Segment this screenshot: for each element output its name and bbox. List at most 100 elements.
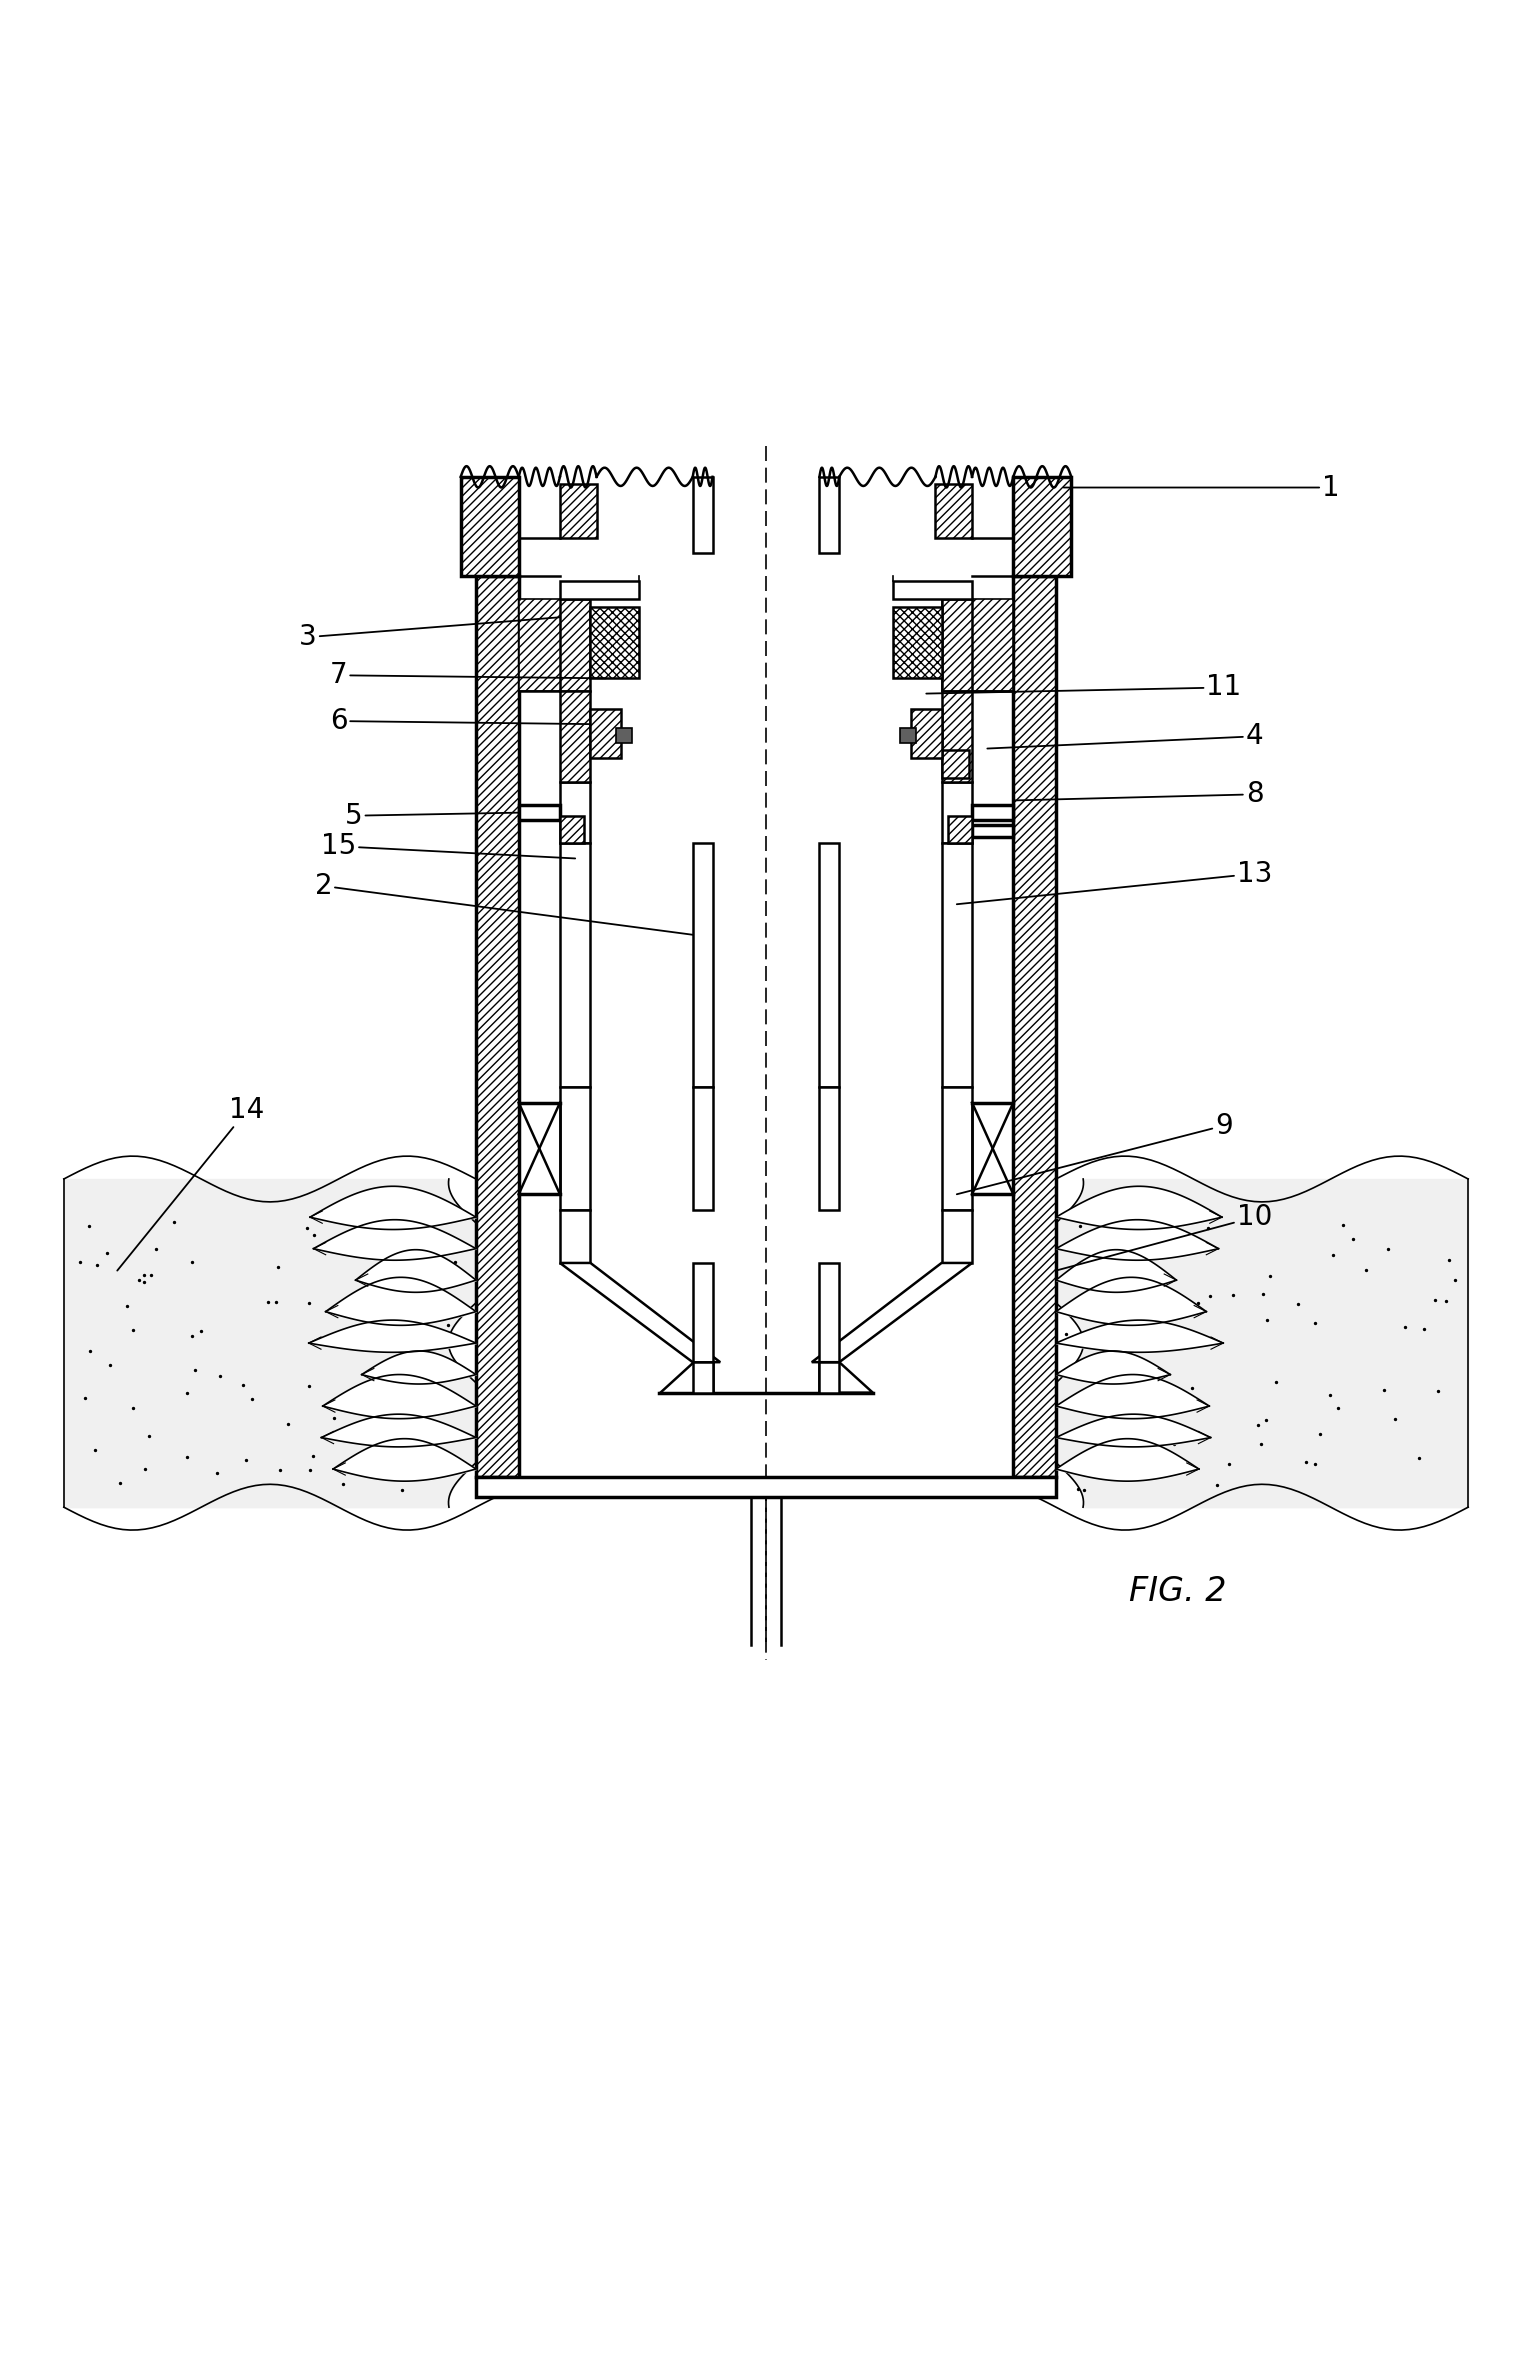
Bar (519, 804, 559, 821)
Point (1141, 1396, 1166, 1434)
Text: 5: 5 (345, 802, 519, 830)
Point (1180, 1370, 1204, 1408)
Bar (559, 580, 639, 599)
Point (444, 1415, 469, 1453)
Text: 4: 4 (987, 722, 1264, 750)
Point (234, 1441, 259, 1478)
Point (264, 1283, 288, 1320)
Point (1072, 1471, 1097, 1509)
Point (181, 1318, 205, 1356)
Point (205, 1455, 230, 1493)
Bar (820, 1363, 840, 1394)
Point (138, 1257, 162, 1295)
Point (444, 1387, 469, 1424)
Point (1147, 1403, 1172, 1441)
Point (77, 1207, 101, 1245)
Point (294, 1210, 319, 1247)
Point (297, 1285, 322, 1323)
Point (1066, 1471, 1091, 1509)
Point (1140, 1205, 1164, 1243)
Point (1293, 1443, 1318, 1481)
Polygon shape (820, 1363, 873, 1394)
Bar (559, 599, 590, 691)
Polygon shape (659, 1363, 712, 1394)
Point (1109, 1278, 1134, 1316)
Point (389, 1471, 414, 1509)
Bar (942, 599, 973, 691)
Point (78, 1332, 103, 1370)
Point (366, 1424, 391, 1462)
Point (1059, 1323, 1083, 1361)
Point (265, 1247, 290, 1285)
Point (1126, 1356, 1151, 1394)
Point (1146, 1280, 1170, 1318)
Bar (973, 825, 1013, 837)
Point (121, 1389, 146, 1427)
Point (1088, 1394, 1112, 1431)
Text: 1: 1 (1063, 474, 1339, 502)
Point (98, 1346, 123, 1384)
Bar (820, 476, 840, 554)
Point (300, 1438, 325, 1476)
Bar (912, 710, 942, 757)
Point (1170, 1205, 1195, 1243)
Point (1434, 1283, 1458, 1320)
Point (1186, 1285, 1210, 1323)
Text: 14: 14 (118, 1096, 265, 1271)
Point (1249, 1424, 1273, 1462)
Point (1258, 1257, 1282, 1295)
Point (95, 1233, 119, 1271)
Text: 11: 11 (927, 674, 1241, 700)
Point (435, 1306, 460, 1344)
Point (1406, 1438, 1431, 1476)
Point (1321, 1236, 1345, 1273)
Point (302, 1217, 326, 1254)
Bar (590, 606, 639, 679)
Point (1152, 1448, 1177, 1486)
Bar (942, 1210, 973, 1264)
Point (1120, 1259, 1144, 1297)
Bar (820, 844, 840, 1087)
Point (1216, 1445, 1241, 1483)
Point (1302, 1445, 1327, 1483)
Point (1371, 1372, 1396, 1410)
Polygon shape (812, 1264, 973, 1363)
Point (297, 1368, 322, 1405)
Text: FIG. 2: FIG. 2 (1129, 1575, 1227, 1608)
Bar (559, 816, 584, 844)
Bar (590, 710, 620, 757)
Point (127, 1262, 152, 1299)
Bar (692, 1363, 712, 1394)
Bar (559, 483, 596, 538)
Point (107, 1464, 132, 1502)
Point (1164, 1292, 1189, 1330)
Bar (559, 844, 590, 1087)
Point (256, 1283, 280, 1320)
Point (1423, 1280, 1448, 1318)
Point (1307, 1415, 1331, 1453)
Bar (936, 483, 973, 538)
Point (133, 1450, 158, 1488)
Point (1340, 1221, 1365, 1259)
Bar (692, 844, 712, 1087)
Bar (820, 1264, 840, 1363)
Text: 3: 3 (299, 618, 559, 651)
Point (1204, 1467, 1229, 1504)
Point (1068, 1207, 1092, 1245)
Point (179, 1243, 204, 1280)
Point (175, 1375, 199, 1412)
Bar (476, 575, 519, 1476)
Point (1376, 1231, 1400, 1269)
Text: 6: 6 (329, 707, 590, 736)
Point (132, 1262, 156, 1299)
Point (1195, 1210, 1219, 1247)
Point (432, 1196, 457, 1233)
Text: 8: 8 (1013, 780, 1264, 809)
Point (1054, 1316, 1079, 1353)
Point (1426, 1372, 1451, 1410)
Point (1325, 1389, 1350, 1427)
Bar (476, 1476, 1056, 1497)
Bar (893, 606, 942, 679)
Point (1098, 1205, 1123, 1243)
Bar (692, 1087, 712, 1210)
